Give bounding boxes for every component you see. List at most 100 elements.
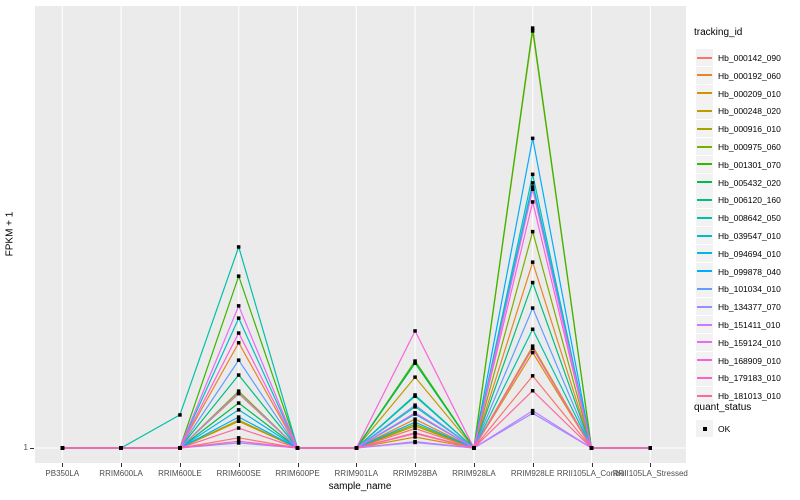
legend-key-line-icon xyxy=(697,163,712,166)
legend-key-swatch xyxy=(696,66,713,84)
legend: tracking_id Hb_000142_090 Hb_000192_060 Hb… xyxy=(692,0,800,500)
legend-item: Hb_005432_020 xyxy=(692,173,800,192)
legend-item-label: OK xyxy=(718,424,731,434)
x-tick-mark xyxy=(650,463,652,467)
data-point-marker xyxy=(236,415,241,419)
data-point-marker xyxy=(178,446,182,450)
legend-item-label: Hb_094694_010 xyxy=(718,248,781,259)
legend-key-swatch xyxy=(696,173,713,191)
legend-item-label: Hb_168909_010 xyxy=(718,355,781,366)
x-tick-label: RRIM901LA xyxy=(334,469,379,478)
data-point-marker xyxy=(413,422,417,426)
legend-title-quant-status: quant_status xyxy=(694,402,752,413)
legend-item: Hb_000248_020 xyxy=(692,102,800,120)
legend-item: Hb_006120_160 xyxy=(692,191,800,209)
legend-item-label: Hb_001301_070 xyxy=(718,159,781,170)
legend-key-line-icon xyxy=(697,216,712,219)
legend-item: Hb_181013_010 xyxy=(692,387,800,405)
data-point-marker xyxy=(589,446,594,450)
legend-key-swatch xyxy=(696,209,713,227)
legend-item-label: Hb_005432_020 xyxy=(718,177,781,188)
legend-key-line-icon xyxy=(697,234,712,237)
legend-key-line-icon xyxy=(697,287,712,290)
legend-key-swatch xyxy=(696,369,713,387)
data-point-marker xyxy=(413,361,417,365)
x-tick-mark xyxy=(356,463,358,467)
data-point-marker xyxy=(530,350,535,355)
data-point-marker xyxy=(236,316,241,320)
legend-key-swatch xyxy=(696,84,713,102)
x-tick-label: PB350LA xyxy=(45,469,80,478)
legend-item: Hb_000142_090 xyxy=(692,49,800,67)
legend-item-label: Hb_159124_010 xyxy=(718,337,781,348)
legend-key-swatch xyxy=(696,227,713,244)
legend-key-line-icon xyxy=(697,92,712,95)
legend-item-label: Hb_000248_020 xyxy=(718,106,781,117)
legend-item-ok: OK xyxy=(692,420,800,438)
legend-key-swatch xyxy=(696,298,713,316)
legend-item: Hb_168909_010 xyxy=(692,351,800,370)
data-point-marker xyxy=(236,426,241,430)
legend-item: Hb_001301_070 xyxy=(692,155,800,174)
data-point-marker xyxy=(236,391,241,395)
data-point-marker xyxy=(236,439,241,443)
data-point-marker xyxy=(530,172,535,177)
legend-item-label: Hb_101034_010 xyxy=(718,284,781,295)
legend-key-swatch xyxy=(696,351,713,369)
x-axis-title: sample_name xyxy=(328,481,392,492)
data-point-marker xyxy=(530,344,535,348)
data-point-marker xyxy=(648,446,652,450)
legend-item: Hb_094694_010 xyxy=(692,244,800,263)
data-point-marker xyxy=(413,426,417,431)
data-point-marker xyxy=(236,401,241,405)
data-point-marker xyxy=(295,446,300,450)
data-point-marker xyxy=(530,346,535,351)
legend-item: Hb_101034_010 xyxy=(692,280,800,298)
legend-item-label: Hb_006120_160 xyxy=(718,195,781,206)
data-point-marker xyxy=(413,420,417,424)
data-point-marker xyxy=(413,411,417,415)
legend-item-label: Hb_000975_060 xyxy=(718,142,781,152)
data-point-marker xyxy=(236,418,241,422)
data-point-marker xyxy=(413,431,417,435)
legend-key-line-icon xyxy=(697,127,712,130)
plot-canvas xyxy=(35,6,686,463)
data-point-marker xyxy=(413,359,417,363)
data-point-marker xyxy=(236,436,241,440)
data-point-marker xyxy=(413,417,417,421)
data-point-marker xyxy=(530,200,535,204)
legend-key-swatch xyxy=(696,387,713,405)
x-tick-mark xyxy=(238,463,240,467)
legend-item: Hb_000209_010 xyxy=(692,84,800,103)
legend-item: Hb_134377_070 xyxy=(692,298,800,316)
legend-key-swatch xyxy=(696,138,713,155)
legend-item: Hb_159124_010 xyxy=(692,333,800,352)
legend-key-line-icon xyxy=(697,109,712,112)
data-point-marker xyxy=(530,411,535,415)
legend-item-label: Hb_000142_090 xyxy=(718,53,781,63)
legend-key-swatch xyxy=(696,316,713,333)
x-tick-mark xyxy=(415,463,417,467)
x-tick-mark xyxy=(532,463,534,467)
data-point-marker xyxy=(236,331,241,335)
legend-key-line-icon xyxy=(697,376,712,379)
data-point-marker xyxy=(530,29,535,33)
data-point-marker xyxy=(530,181,535,185)
legend-key-line-icon xyxy=(697,198,712,201)
x-tick-mark xyxy=(591,463,593,467)
legend-item-label: Hb_039547_010 xyxy=(718,231,781,241)
legend-item: Hb_000975_060 xyxy=(692,138,800,156)
data-point-marker xyxy=(354,446,359,450)
data-point-marker xyxy=(530,136,535,141)
legend-key-line-icon xyxy=(697,270,712,273)
x-tick-mark xyxy=(62,463,64,467)
legend-key-line-icon xyxy=(697,74,712,77)
data-point-marker xyxy=(178,413,182,417)
x-tick-label: RRIM928LA xyxy=(452,469,496,478)
legend-item-label: Hb_000916_010 xyxy=(718,124,781,135)
legend-item: Hb_179183_010 xyxy=(692,369,800,387)
legend-key-line-icon xyxy=(697,145,712,148)
legend-key-line-icon xyxy=(697,341,712,344)
data-point-marker xyxy=(119,446,123,450)
data-point-marker xyxy=(236,358,241,362)
